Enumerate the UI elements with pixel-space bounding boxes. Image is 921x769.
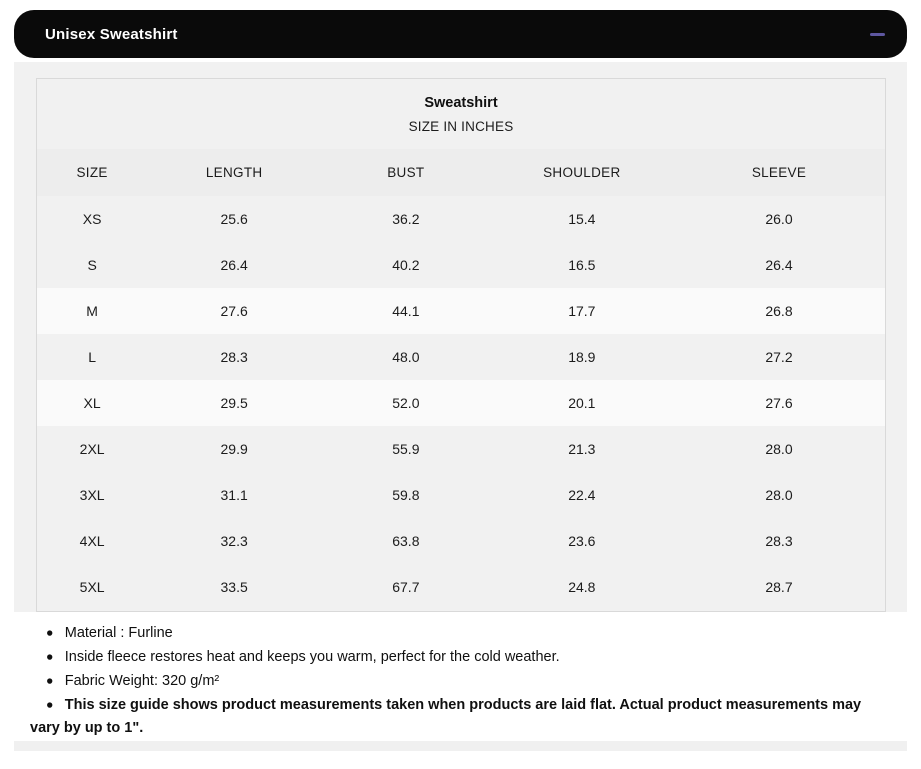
size-guide-panel: Sweatshirt SIZE IN INCHES SIZE LENGTH BU…: [0, 62, 921, 740]
table-row: 3XL 31.1 59.8 22.4 28.0: [37, 472, 885, 518]
cell-length: 29.9: [220, 441, 248, 457]
cell-shoulder: 21.3: [568, 441, 596, 457]
cell-sleeve: 27.6: [765, 395, 793, 411]
cell-size: XL: [83, 395, 101, 411]
cell-shoulder: 15.4: [568, 211, 596, 227]
cell-bust: 48.0: [392, 349, 420, 365]
cell-sleeve: 28.0: [765, 441, 793, 457]
table-row: S 26.4 40.2 16.5 26.4: [37, 242, 885, 288]
cell-sleeve: 26.4: [765, 257, 793, 273]
cell-length: 25.6: [220, 211, 248, 227]
collapse-minus-icon[interactable]: [870, 32, 885, 36]
cell-size: 4XL: [79, 533, 105, 549]
table-row: XL 29.5 52.0 20.1 27.6: [37, 380, 885, 426]
cell-length: 27.6: [220, 303, 248, 319]
cell-bust: 67.7: [392, 579, 420, 595]
cell-bust: 36.2: [392, 211, 420, 227]
cell-length: 33.5: [220, 579, 248, 595]
size-table-box: Sweatshirt SIZE IN INCHES SIZE LENGTH BU…: [36, 78, 886, 612]
size-table: SIZE LENGTH BUST SHOULDER SLEEVE XS 25.6 3…: [37, 149, 885, 610]
cell-size: 2XL: [79, 441, 105, 457]
size-table-wrapper: Sweatshirt SIZE IN INCHES SIZE LENGTH BU…: [14, 62, 907, 612]
bullet-icon: ●: [46, 698, 54, 712]
cell-bust: 52.0: [392, 395, 420, 411]
table-title: Sweatshirt: [424, 95, 498, 111]
table-row: L 28.3 48.0 18.9 27.2: [37, 334, 885, 380]
column-header-length: LENGTH: [147, 149, 322, 196]
table-row: 2XL 29.9 55.9 21.3 28.0: [37, 426, 885, 472]
note-item: ● Material : Furline: [30, 622, 891, 645]
note-item: ● This size guide shows product measureme…: [30, 694, 891, 740]
cell-size: L: [88, 349, 97, 365]
table-subtitle: SIZE IN INCHES: [408, 119, 514, 134]
cell-length: 26.4: [220, 257, 248, 273]
table-row: M 27.6 44.1 17.7 26.8: [37, 288, 885, 334]
cell-length: 29.5: [220, 395, 248, 411]
cell-size: S: [87, 257, 97, 273]
cell-shoulder: 18.9: [568, 349, 596, 365]
cell-sleeve: 28.0: [765, 487, 793, 503]
cell-size: XS: [82, 211, 102, 227]
cell-shoulder: 22.4: [568, 487, 596, 503]
accordion-title: Unisex Sweatshirt: [45, 25, 178, 43]
table-row: 5XL 33.5 67.7 24.8 28.7: [37, 564, 885, 610]
cell-length: 31.1: [220, 487, 248, 503]
table-header-row: SIZE LENGTH BUST SHOULDER SLEEVE: [37, 149, 885, 196]
cell-shoulder: 17.7: [568, 303, 596, 319]
cell-sleeve: 26.8: [765, 303, 793, 319]
cell-sleeve: 27.2: [765, 349, 793, 365]
note-text: Material : Furline: [64, 625, 173, 641]
cell-sleeve: 26.0: [765, 211, 793, 227]
note-text: This size guide shows product measuremen…: [30, 697, 862, 736]
cell-bust: 63.8: [392, 533, 420, 549]
cell-size: M: [86, 303, 98, 319]
cell-sleeve: 28.3: [765, 533, 793, 549]
table-row: XS 25.6 36.2 15.4 26.0: [37, 196, 885, 242]
cell-size: 3XL: [79, 487, 105, 503]
cell-shoulder: 24.8: [568, 579, 596, 595]
cell-bust: 40.2: [392, 257, 420, 273]
column-header-bust: BUST: [321, 149, 491, 196]
note-item: ● Inside fleece restores heat and keeps y…: [30, 646, 891, 669]
cell-length: 28.3: [220, 349, 248, 365]
cell-sleeve: 28.7: [765, 579, 793, 595]
page: Unisex Sweatshirt Sweatshirt SIZE IN INC…: [0, 10, 921, 751]
cell-bust: 55.9: [392, 441, 420, 457]
cell-shoulder: 16.5: [568, 257, 596, 273]
table-row: 4XL 32.3 63.8 23.6 28.3: [37, 518, 885, 564]
bullet-icon: ●: [46, 674, 54, 688]
bullet-icon: ●: [46, 650, 54, 664]
column-header-sleeve: SLEEVE: [672, 149, 885, 196]
cell-size: 5XL: [79, 579, 105, 595]
cell-shoulder: 20.1: [568, 395, 596, 411]
product-notes: ● Material : Furline ● Inside fleece restor…: [30, 622, 891, 740]
note-text: Fabric Weight: 320 g/m²: [64, 673, 220, 689]
cell-length: 32.3: [220, 533, 248, 549]
next-section-divider: [14, 741, 907, 751]
note-text: Inside fleece restores heat and keeps yo…: [64, 649, 560, 665]
cell-bust: 44.1: [392, 303, 420, 319]
bullet-icon: ●: [46, 626, 54, 640]
note-item: ● Fabric Weight: 320 g/m²: [30, 670, 891, 693]
column-header-size: SIZE: [37, 149, 148, 196]
cell-bust: 59.8: [392, 487, 420, 503]
accordion-header-unisex-sweatshirt[interactable]: Unisex Sweatshirt: [14, 10, 907, 58]
cell-shoulder: 23.6: [568, 533, 596, 549]
column-header-shoulder: SHOULDER: [490, 149, 673, 196]
